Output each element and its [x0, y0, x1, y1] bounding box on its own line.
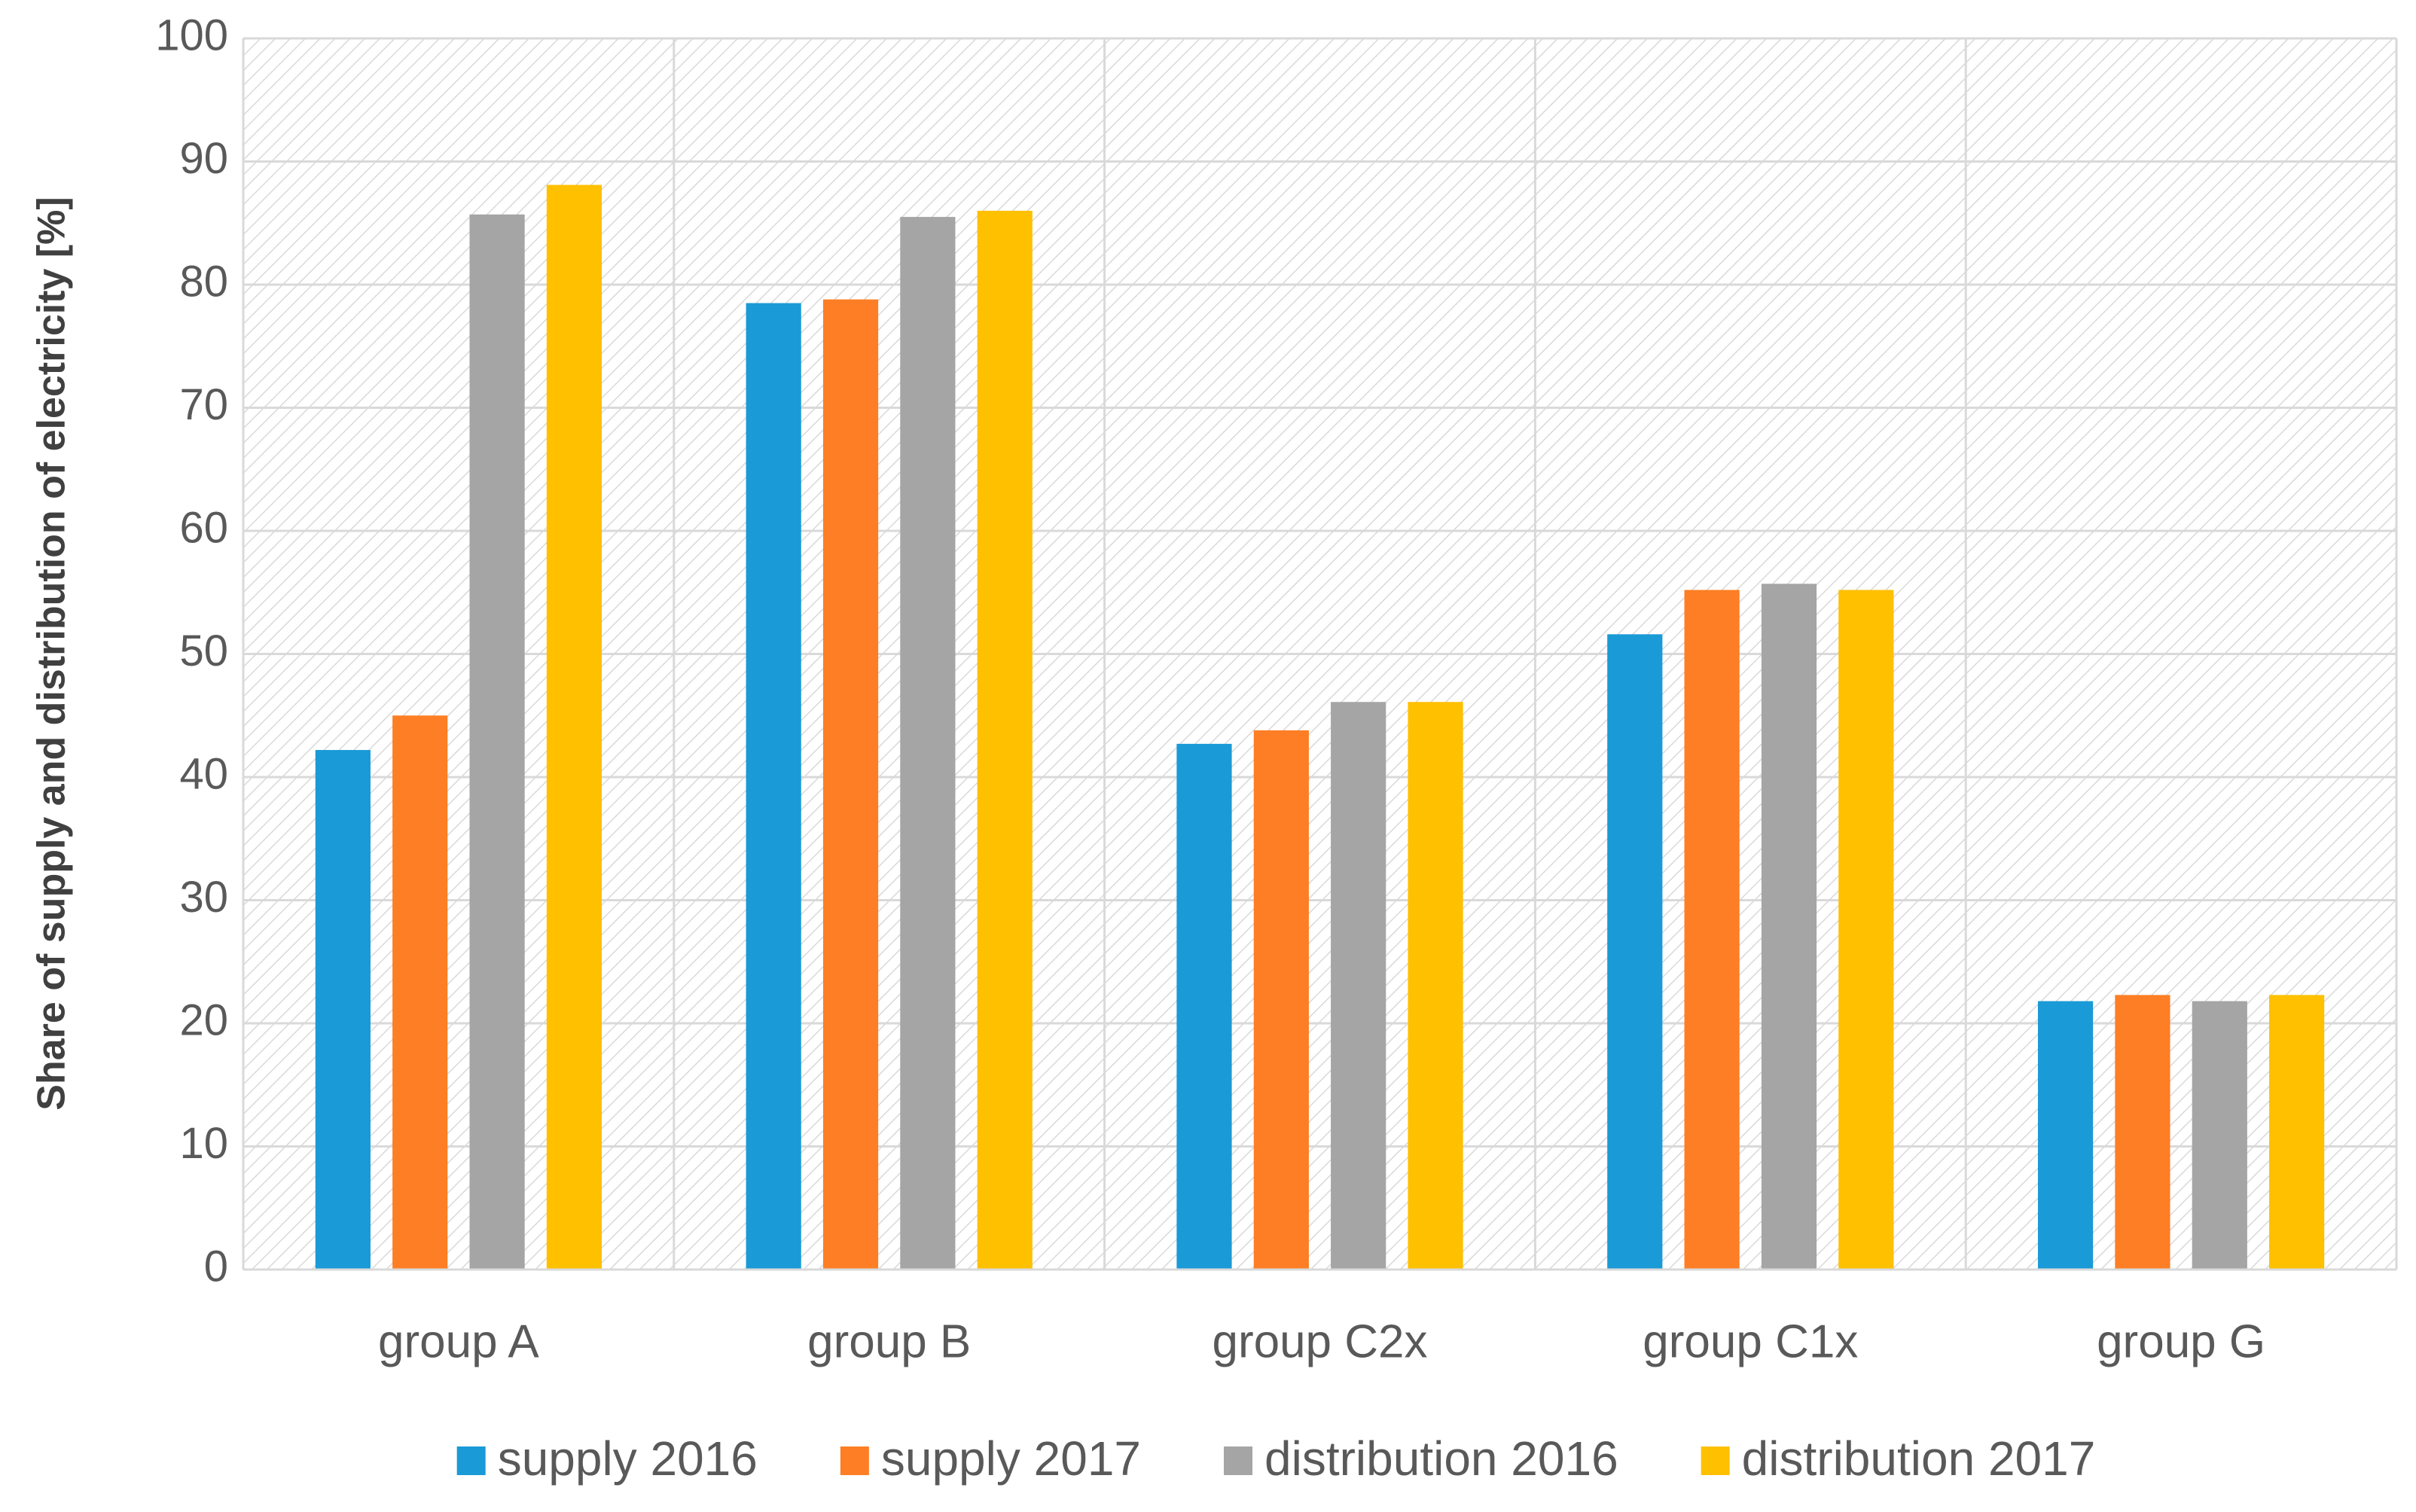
legend-label: distribution 2017 [1742, 1431, 2096, 1486]
bar [822, 299, 879, 1270]
y-axis-label: Share of supply and distribution of elec… [30, 197, 74, 1110]
x-tick-label: group A [378, 1315, 539, 1367]
legend-label: supply 2017 [881, 1431, 1141, 1486]
bar [1331, 702, 1386, 1270]
y-tick-label: 20 [179, 995, 228, 1044]
y-tick-label: 50 [179, 626, 228, 675]
legend-swatch [1224, 1446, 1252, 1475]
x-tick-label: group C2x [1212, 1315, 1427, 1367]
bar [2037, 1001, 2094, 1270]
bar [1838, 590, 1894, 1270]
x-tick-label: group C1x [1643, 1315, 1858, 1367]
legend-swatch [456, 1446, 486, 1475]
x-tick-label: group B [807, 1315, 971, 1367]
legend-label: distribution 2016 [1264, 1431, 1618, 1486]
bar [2269, 995, 2325, 1270]
bar [1607, 634, 1663, 1270]
y-tick-label: 40 [179, 749, 228, 798]
y-tick-label: 90 [179, 134, 228, 183]
bar [977, 210, 1033, 1270]
bar [746, 303, 801, 1270]
y-tick-label: 100 [155, 11, 228, 59]
y-tick-label: 0 [204, 1242, 228, 1291]
bar [392, 715, 448, 1270]
y-tick-label: 60 [179, 503, 228, 552]
bar [1761, 584, 1817, 1270]
bar [2192, 1001, 2247, 1270]
legend-label: supply 2016 [498, 1431, 758, 1486]
bar [315, 750, 371, 1270]
x-tick-label: group G [2097, 1315, 2265, 1367]
bar [1408, 702, 1463, 1270]
bar [1684, 590, 1740, 1270]
legend-swatch [840, 1446, 869, 1475]
bar [1176, 743, 1232, 1270]
y-tick-label: 10 [179, 1119, 228, 1168]
y-tick-label: 70 [179, 380, 228, 429]
y-tick-label: 80 [179, 257, 228, 306]
bar [1253, 730, 1309, 1270]
bar [546, 184, 602, 1270]
legend-swatch [1701, 1446, 1730, 1475]
bar [2115, 995, 2170, 1270]
bar [469, 214, 525, 1270]
bar [900, 217, 956, 1270]
y-tick-label: 30 [179, 873, 228, 922]
